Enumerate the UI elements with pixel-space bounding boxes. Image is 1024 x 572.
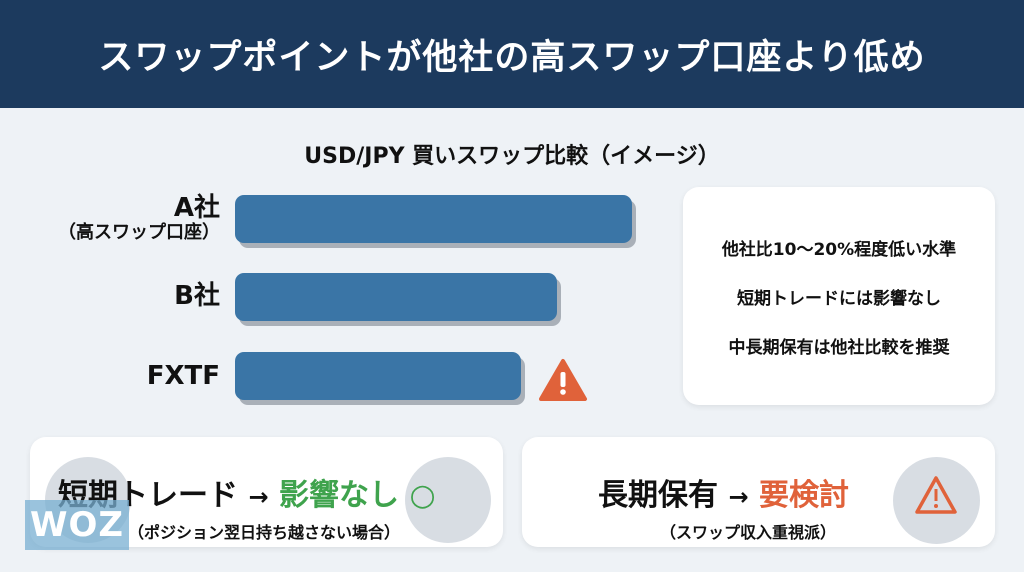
comparison-title: USD/JPY 買いスワップ比較（イメージ） — [304, 144, 720, 169]
bar-label-b: B社 — [174, 281, 220, 311]
info-line: 中長期保有は他社比較を推奨 — [728, 337, 950, 358]
bar-a — [235, 195, 632, 243]
bar-label-a-name: A社 — [173, 193, 220, 223]
long-term-card: 長期保有 → 要検討 （スワップ収入重視派） — [522, 437, 995, 547]
circle-mark-icon: ○ — [409, 478, 436, 513]
arrow: → — [248, 483, 269, 511]
header: スワップポイントが他社の高スワップ口座より低め — [0, 0, 1024, 108]
short-term-verdict: 影響なし — [279, 478, 400, 513]
long-term-heading: 長期保有 → 要検討 — [598, 470, 849, 514]
bar-b — [235, 273, 557, 321]
info-line: 他社比10〜20%程度低い水準 — [721, 239, 957, 260]
decorative-circle — [405, 457, 491, 543]
long-term-verdict: 要検討 — [759, 478, 850, 513]
long-term-subject: 長期保有 — [598, 478, 718, 513]
info-line: 短期トレードには影響なし — [737, 288, 941, 309]
warning-icon — [539, 359, 587, 401]
arrow: → — [728, 483, 749, 511]
warning-icon — [915, 476, 957, 514]
short-term-note: （ポジション翌日持ち越さない場合） — [128, 523, 401, 542]
bar-label-fxtf: FXTF — [146, 361, 220, 391]
watermark-logo: WOZ — [25, 500, 129, 550]
bar-label-a-sub: （高スワップ口座） — [58, 221, 220, 243]
bar-fxtf — [235, 352, 521, 400]
page-title: スワップポイントが他社の高スワップ口座より低め — [98, 37, 926, 78]
bar-label-a: A社 （高スワップ口座） — [58, 194, 220, 242]
long-term-note: （スワップ収入重視派） — [660, 523, 837, 542]
info-card: 他社比10〜20%程度低い水準 短期トレードには影響なし 中長期保有は他社比較を… — [683, 187, 995, 405]
